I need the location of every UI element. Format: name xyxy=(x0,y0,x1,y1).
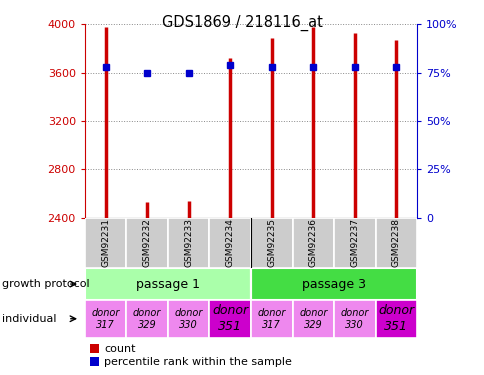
Bar xyxy=(292,217,333,268)
Text: donor
317: donor 317 xyxy=(91,308,120,330)
Bar xyxy=(126,217,167,268)
Text: GDS1869 / 218116_at: GDS1869 / 218116_at xyxy=(162,15,322,31)
Text: passage 1: passage 1 xyxy=(136,278,199,291)
Text: GSM92231: GSM92231 xyxy=(101,218,110,267)
Bar xyxy=(251,268,416,300)
Bar xyxy=(85,217,126,268)
Text: GSM92232: GSM92232 xyxy=(142,218,151,267)
Bar xyxy=(85,268,251,300)
Bar xyxy=(209,300,251,338)
Text: GSM92238: GSM92238 xyxy=(391,218,400,267)
Bar xyxy=(167,217,209,268)
Text: growth protocol: growth protocol xyxy=(2,279,90,289)
Text: individual: individual xyxy=(2,314,57,324)
Text: count: count xyxy=(104,344,136,354)
Bar xyxy=(333,300,375,338)
Bar xyxy=(251,217,292,268)
Bar xyxy=(292,300,333,338)
Text: donor
351: donor 351 xyxy=(378,304,413,333)
Text: donor
329: donor 329 xyxy=(133,308,161,330)
Text: GSM92235: GSM92235 xyxy=(267,218,276,267)
Bar xyxy=(375,300,416,338)
Bar xyxy=(90,357,99,366)
Text: donor
317: donor 317 xyxy=(257,308,286,330)
Text: donor
351: donor 351 xyxy=(212,304,248,333)
Text: GSM92234: GSM92234 xyxy=(225,218,234,267)
Bar xyxy=(85,300,126,338)
Bar xyxy=(375,217,416,268)
Text: donor
329: donor 329 xyxy=(299,308,327,330)
Bar xyxy=(167,300,209,338)
Text: donor
330: donor 330 xyxy=(174,308,202,330)
Text: GSM92237: GSM92237 xyxy=(349,218,359,267)
Text: donor
330: donor 330 xyxy=(340,308,368,330)
Bar xyxy=(209,217,251,268)
Text: passage 3: passage 3 xyxy=(302,278,365,291)
Text: GSM92233: GSM92233 xyxy=(184,218,193,267)
Bar xyxy=(333,217,375,268)
Bar xyxy=(90,344,99,353)
Text: GSM92236: GSM92236 xyxy=(308,218,317,267)
Bar xyxy=(251,300,292,338)
Text: percentile rank within the sample: percentile rank within the sample xyxy=(104,357,291,367)
Bar xyxy=(126,300,167,338)
